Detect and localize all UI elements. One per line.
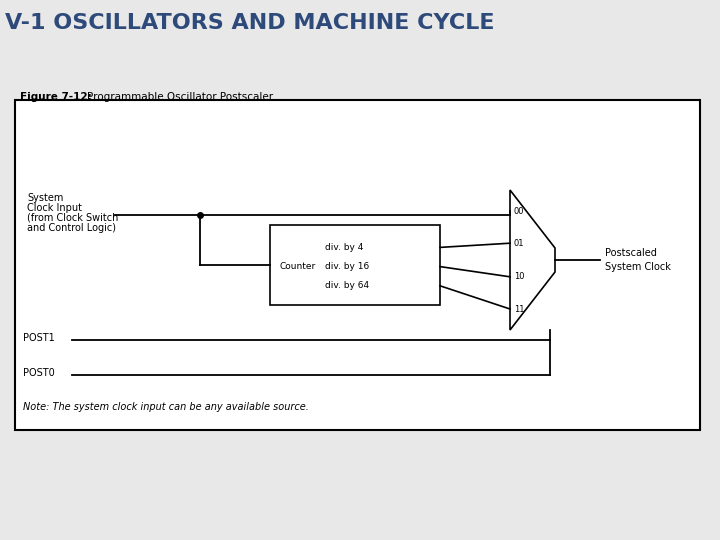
Text: 01: 01 [514,239,524,248]
Text: Clock Input: Clock Input [27,203,82,213]
Text: Counter: Counter [280,262,316,271]
Text: div. by 4: div. by 4 [325,243,364,252]
Text: Figure 7-12:: Figure 7-12: [20,92,91,102]
Bar [270,225,440,305]
Text: 00: 00 [514,206,524,215]
Text: Postscaled: Postscaled [605,248,657,258]
Text: POST0: POST0 [23,368,55,378]
Text: div. by 64: div. by 64 [325,281,369,291]
Text: Note: The system clock input can be any available source.: Note: The system clock input can be any … [23,402,309,412]
Polygon shape [510,190,555,330]
Text: System Clock: System Clock [605,262,671,272]
Text: 11: 11 [514,305,524,314]
Text: (from Clock Switch: (from Clock Switch [27,213,118,223]
Text: V-1 OSCILLATORS AND MACHINE CYCLE: V-1 OSCILLATORS AND MACHINE CYCLE [5,13,495,33]
Text: div. by 16: div. by 16 [325,262,369,271]
Text: Programmable Oscillator Postscaler: Programmable Oscillator Postscaler [87,92,273,102]
Text: 10: 10 [514,272,524,281]
Text: System: System [27,193,63,203]
Text: and Control Logic): and Control Logic) [27,223,116,233]
Bar [15,100,700,430]
Text: POST1: POST1 [23,333,55,343]
